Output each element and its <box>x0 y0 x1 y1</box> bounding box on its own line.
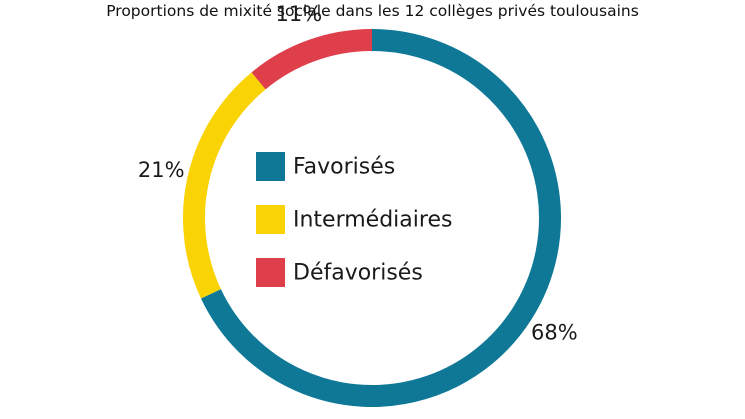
legend-swatch-favorises <box>256 152 285 181</box>
donut-slice-defavorises <box>251 29 373 90</box>
percentage-label-intermediaires: 21% <box>138 158 185 182</box>
legend-label-intermediaires: Intermédiaires <box>293 208 452 233</box>
donut-slice-favorises <box>200 29 561 407</box>
legend-swatch-defavorises <box>256 258 285 287</box>
legend-swatch-intermediaires <box>256 205 285 234</box>
legend-label-favorises: Favorisés <box>293 155 395 180</box>
percentage-label-favorises: 68% <box>531 321 578 345</box>
legend-label-defavorises: Défavorisés <box>293 261 423 286</box>
donut-slices <box>183 29 561 407</box>
donut-slice-intermediaires <box>183 72 266 299</box>
legend: Favorisés Intermédiaires Défavorisés <box>256 152 452 287</box>
chart-title: Proportions de mixité sociale dans les 1… <box>106 2 639 20</box>
percentage-labels: 68% 21% 11% <box>138 2 578 345</box>
percentage-label-defavorises: 11% <box>275 2 322 26</box>
